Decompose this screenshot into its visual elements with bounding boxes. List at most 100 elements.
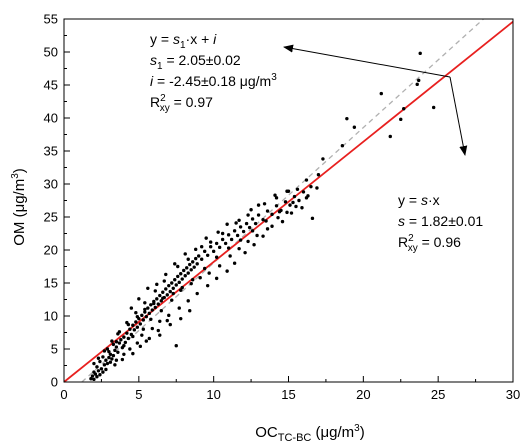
data-point xyxy=(256,213,261,217)
data-point xyxy=(174,344,178,348)
data-point xyxy=(265,209,270,213)
data-point xyxy=(140,333,144,337)
x-tick-label: 15 xyxy=(281,387,295,402)
fit1-slope: s1 = 2.05±0.02 xyxy=(150,52,241,72)
data-point xyxy=(161,296,165,300)
data-point xyxy=(235,233,240,238)
data-point xyxy=(128,327,132,331)
data-point xyxy=(143,301,147,305)
data-point xyxy=(174,283,178,287)
data-point xyxy=(176,274,180,279)
data-point xyxy=(114,345,119,349)
data-point xyxy=(147,336,152,341)
data-point xyxy=(208,245,213,249)
data-point xyxy=(273,193,277,197)
data-point xyxy=(95,365,99,369)
data-point xyxy=(261,217,265,222)
y-tick-label: 0 xyxy=(51,375,58,390)
data-point xyxy=(417,78,421,83)
data-point xyxy=(164,272,168,277)
data-point xyxy=(170,298,174,302)
data-point xyxy=(137,297,141,301)
y-tick-label: 50 xyxy=(44,45,58,60)
data-point xyxy=(285,189,289,193)
data-point xyxy=(105,347,110,351)
data-point xyxy=(132,328,137,332)
data-point xyxy=(110,339,114,343)
data-point xyxy=(168,322,172,327)
data-point xyxy=(113,348,117,353)
data-point xyxy=(234,221,238,225)
data-point xyxy=(156,328,160,333)
data-point xyxy=(182,268,186,273)
data-point xyxy=(220,237,225,242)
data-point xyxy=(95,375,99,379)
data-point xyxy=(229,237,234,242)
data-point xyxy=(186,257,190,261)
data-point xyxy=(120,357,125,362)
data-point xyxy=(294,204,298,209)
data-point xyxy=(153,305,157,310)
data-point xyxy=(202,266,207,271)
data-point xyxy=(119,338,123,342)
data-point xyxy=(138,344,143,349)
data-point xyxy=(111,342,116,347)
data-point xyxy=(117,341,122,345)
data-point xyxy=(179,316,183,321)
data-point xyxy=(418,51,422,56)
data-point xyxy=(179,272,183,276)
data-point xyxy=(270,212,274,217)
data-point xyxy=(165,318,169,323)
data-point xyxy=(238,225,243,229)
data-point xyxy=(167,313,171,318)
data-point xyxy=(152,301,156,306)
data-point xyxy=(276,215,280,220)
data-point xyxy=(96,369,101,373)
data-point xyxy=(304,178,309,182)
data-point xyxy=(134,320,138,324)
data-point xyxy=(256,203,261,207)
data-point xyxy=(274,204,279,208)
data-point xyxy=(352,125,357,129)
data-point xyxy=(250,217,255,221)
data-point xyxy=(147,311,152,316)
data-point xyxy=(173,262,177,266)
data-point xyxy=(146,306,150,310)
data-point xyxy=(153,289,157,293)
data-point xyxy=(188,309,192,313)
data-point xyxy=(291,200,295,205)
data-point xyxy=(90,374,95,378)
data-point xyxy=(241,229,246,234)
data-point xyxy=(301,190,306,194)
data-point xyxy=(128,347,132,351)
data-point xyxy=(125,331,129,335)
data-point xyxy=(262,202,267,206)
fit1-intercept: i = -2.45±0.18 μg/m3 xyxy=(150,72,277,89)
data-point xyxy=(292,194,297,199)
data-point xyxy=(180,285,184,290)
data-point xyxy=(226,233,231,237)
data-point xyxy=(170,281,174,285)
data-points xyxy=(89,51,436,382)
data-point xyxy=(101,355,105,359)
y-tick-label: 45 xyxy=(44,78,58,93)
x-tick-label: 25 xyxy=(431,387,445,402)
y-tick-label: 55 xyxy=(44,12,58,27)
data-point xyxy=(191,260,195,264)
data-point xyxy=(126,336,131,341)
data-point xyxy=(198,276,202,280)
data-point xyxy=(114,340,119,344)
data-point xyxy=(204,236,208,240)
fit-line-intercept xyxy=(81,18,484,383)
data-point xyxy=(98,359,102,364)
data-point xyxy=(92,370,96,374)
data-point xyxy=(195,291,199,296)
data-point xyxy=(143,307,147,312)
y-tick-label: 30 xyxy=(44,177,58,192)
data-point xyxy=(265,227,270,231)
data-point xyxy=(214,276,219,281)
data-point xyxy=(113,363,117,367)
fit-lines xyxy=(63,18,514,383)
data-point xyxy=(131,323,135,327)
data-point xyxy=(134,311,138,315)
